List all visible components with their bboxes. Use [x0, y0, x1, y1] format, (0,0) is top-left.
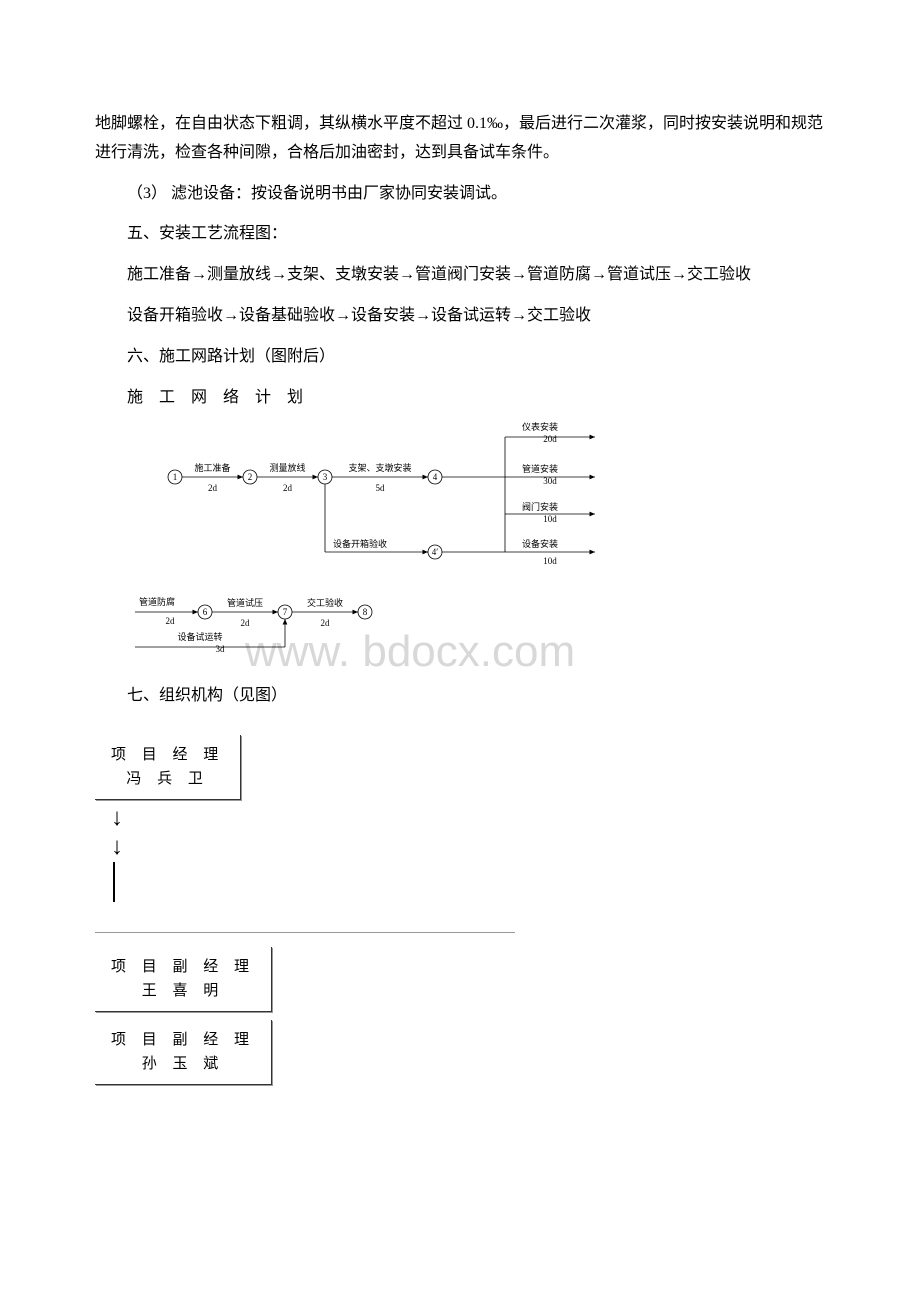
svg-text:2: 2 [248, 472, 253, 482]
svg-text:2d: 2d [283, 483, 293, 493]
svg-text:20d: 20d [543, 434, 557, 444]
svg-text:8: 8 [363, 607, 368, 617]
paragraph-process-flow-2: 设备开箱验收→设备基础验收→设备安装→设备试运转→交工验收 [95, 302, 825, 331]
svg-text:设备安装: 设备安装 [522, 538, 558, 549]
svg-text:6: 6 [203, 607, 208, 617]
svg-text:仪表安装: 仪表安装 [522, 422, 558, 432]
svg-text:阀门安装: 阀门安装 [522, 501, 558, 512]
svg-text:2d: 2d [166, 616, 176, 626]
svg-text:管道防腐: 管道防腐 [139, 596, 175, 607]
org-box-deputy-2: 项 目 副 经 理 孙 玉 斌 [95, 1020, 272, 1085]
svg-text:30d: 30d [543, 476, 557, 486]
svg-text:交工验收: 交工验收 [307, 597, 343, 608]
heading-section-6: 六、施工网路计划（图附后） [95, 343, 825, 372]
svg-text:设备试运转: 设备试运转 [177, 631, 222, 642]
svg-text:支架、支墩安装: 支架、支墩安装 [348, 462, 411, 473]
svg-text:4: 4 [433, 472, 438, 482]
vertical-line [113, 862, 825, 902]
svg-text:2d: 2d [208, 483, 218, 493]
svg-text:3d: 3d [216, 644, 226, 654]
svg-text:管道安装: 管道安装 [522, 463, 558, 474]
svg-text:1: 1 [173, 472, 178, 482]
org-box-deputy-2-name: 孙 玉 斌 [111, 1052, 255, 1076]
heading-network-plan: 施 工 网 络 计 划 [127, 384, 825, 413]
svg-text:4′: 4′ [432, 547, 439, 557]
paragraph-process-flow-1: 施工准备→测量放线→支架、支墩安装→管道阀门安装→管道防腐→管道试压→交工验收 [95, 261, 825, 290]
svg-text:施工准备: 施工准备 [194, 462, 230, 473]
svg-text:2d: 2d [241, 618, 251, 628]
svg-text:3: 3 [323, 472, 328, 482]
svg-text:2d: 2d [321, 618, 331, 628]
org-box-manager-title: 项 目 经 理 [111, 743, 224, 767]
paragraph-filter-equipment: （3） 滤池设备：按设备说明书由厂家协同安装调试。 [95, 180, 825, 209]
svg-text:10d: 10d [543, 556, 557, 566]
paragraph-anchor-bolts: 地脚螺栓，在自由状态下粗调，其纵横水平度不超过 0.1‰，最后进行二次灌浆，同时… [95, 110, 825, 168]
org-chart: 项 目 经 理 冯 兵 卫 ↓ ↓ 项 目 副 经 理 王 喜 明 项 目 副 … [95, 731, 825, 1089]
svg-text:5d: 5d [376, 483, 386, 493]
org-box-deputy-1-name: 王 喜 明 [111, 979, 255, 1003]
svg-text:管道试压: 管道试压 [227, 597, 263, 608]
svg-text:设备开箱验收: 设备开箱验收 [333, 538, 387, 549]
org-box-manager-name: 冯 兵 卫 [111, 767, 224, 791]
svg-text:10d: 10d [543, 514, 557, 524]
svg-text:7: 7 [283, 607, 288, 617]
org-box-manager: 项 目 经 理 冯 兵 卫 [95, 735, 241, 800]
horizontal-divider [95, 932, 515, 933]
arrow-down-icon: ↓ [111, 804, 825, 833]
org-box-deputy-1-title: 项 目 副 经 理 [111, 955, 255, 979]
svg-text:测量放线: 测量放线 [269, 462, 305, 473]
heading-section-5: 五、安装工艺流程图： [95, 220, 825, 249]
network-diagram: www. bdocx.com 施工准备2d测量放线2d支架、支墩安装5d交工验收… [125, 422, 645, 672]
org-box-deputy-1: 项 目 副 经 理 王 喜 明 [95, 947, 272, 1012]
arrow-down-icon: ↓ [111, 833, 825, 862]
org-box-deputy-2-title: 项 目 副 经 理 [111, 1028, 255, 1052]
